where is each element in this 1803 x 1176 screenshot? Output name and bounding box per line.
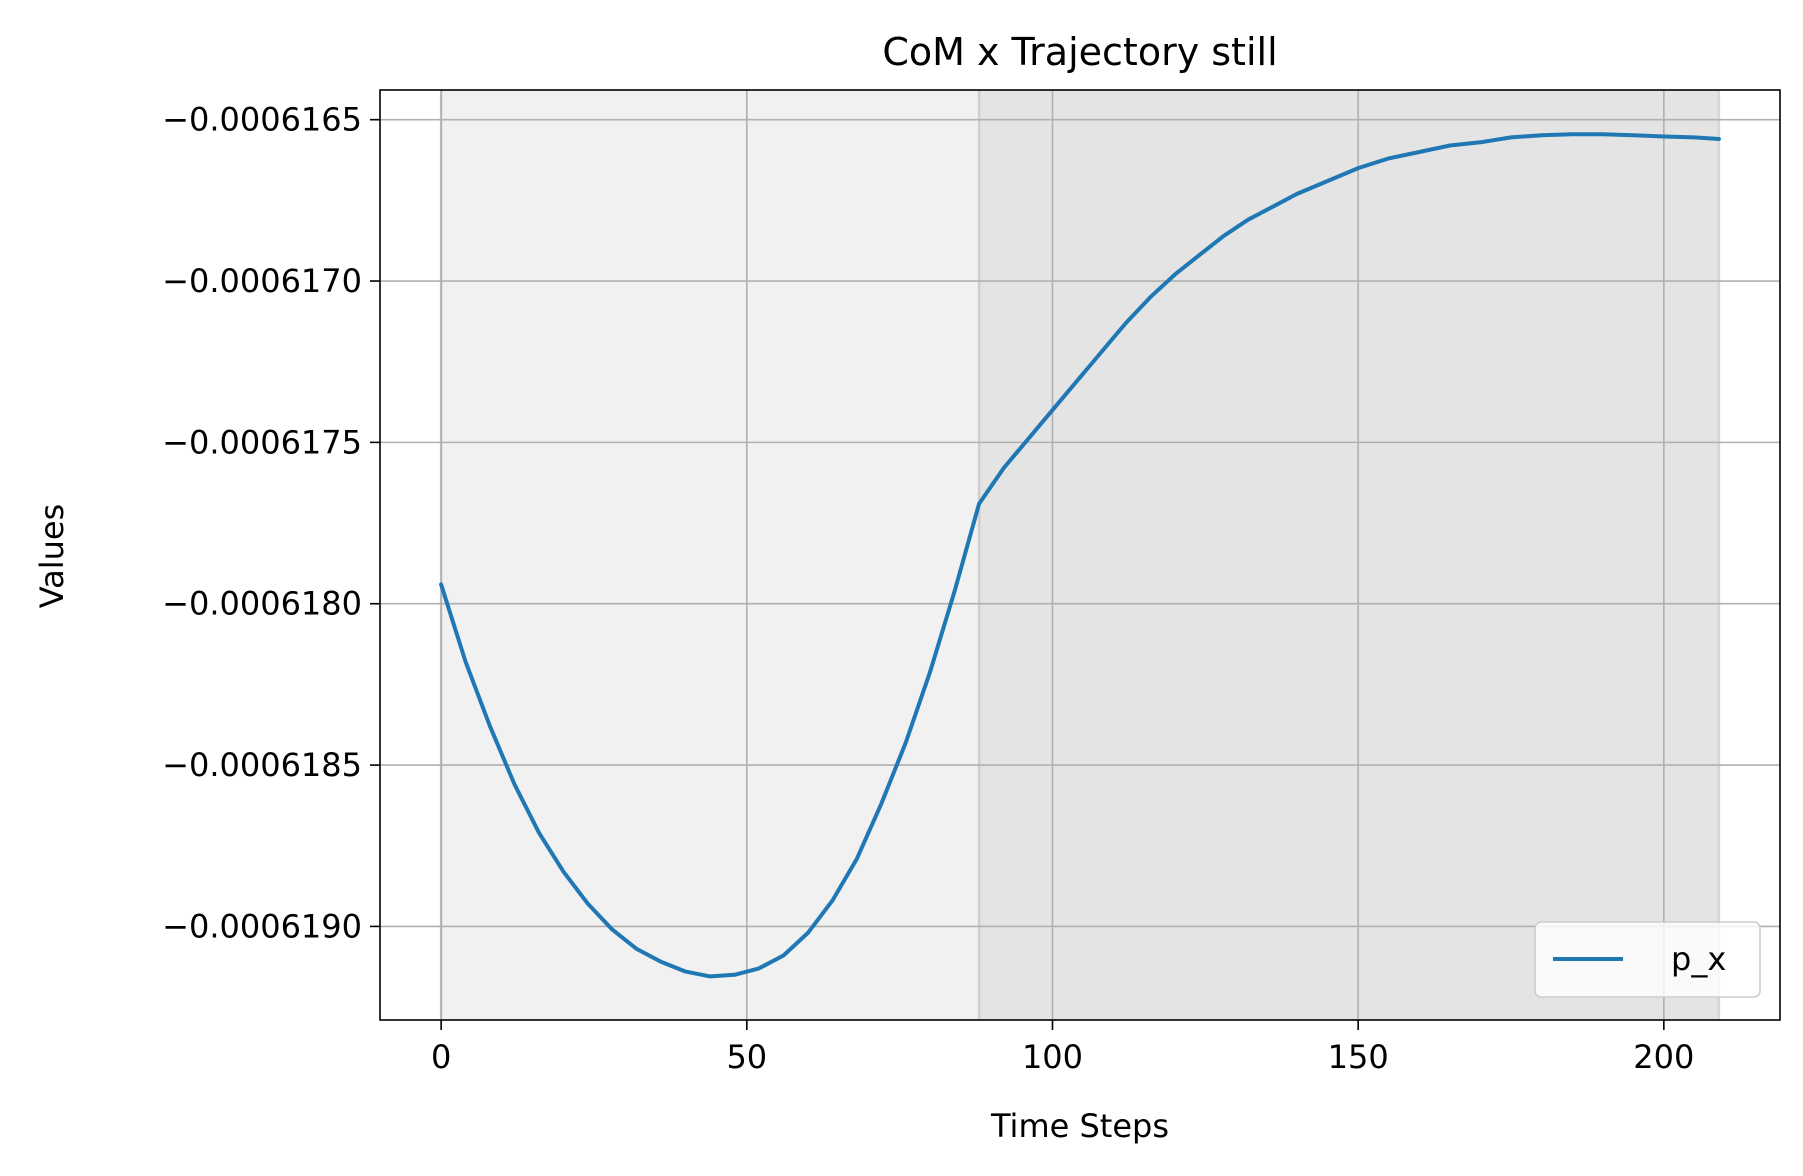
series-line-p_x	[439, 132, 1721, 979]
shaded-region-0	[441, 90, 980, 1020]
y-axis-label: Values	[33, 504, 71, 609]
plot-area	[379, 89, 1781, 1021]
x-axis-label: Time Steps	[990, 1107, 1169, 1145]
series-layer	[439, 132, 1721, 979]
x-tick-label-1: 50	[726, 1038, 767, 1076]
legend-label-p_x: p_x	[1671, 940, 1726, 978]
x-axis: 0 50 100 150 200	[431, 1020, 1694, 1076]
x-tick-label-0: 0	[431, 1038, 451, 1076]
y-tick-label-5: −0.0006165	[162, 101, 362, 139]
y-tick-label-0: −0.0006190	[162, 907, 362, 945]
grid	[380, 90, 1780, 1020]
y-tick-label-3: −0.0006175	[162, 423, 362, 461]
legend-box	[1534, 921, 1761, 998]
shaded-region-1	[979, 90, 1719, 1020]
x-tick-label-2: 100	[1022, 1038, 1083, 1076]
plot-frame	[379, 89, 1781, 1021]
shaded-regions	[439, 90, 1721, 1020]
y-tick-label-4: −0.0006170	[162, 262, 362, 300]
y-tick-label-1: −0.0006185	[162, 746, 362, 784]
chart-title: CoM x Trajectory still	[882, 30, 1277, 74]
x-tick-label-3: 150	[1328, 1038, 1389, 1076]
y-tick-label-2: −0.0006180	[162, 585, 362, 623]
x-tick-label-4: 200	[1633, 1038, 1694, 1076]
y-axis: −0.0006190 −0.0006185 −0.0006180 −0.0006175…	[162, 101, 380, 945]
legend: p_x	[1534, 921, 1761, 998]
